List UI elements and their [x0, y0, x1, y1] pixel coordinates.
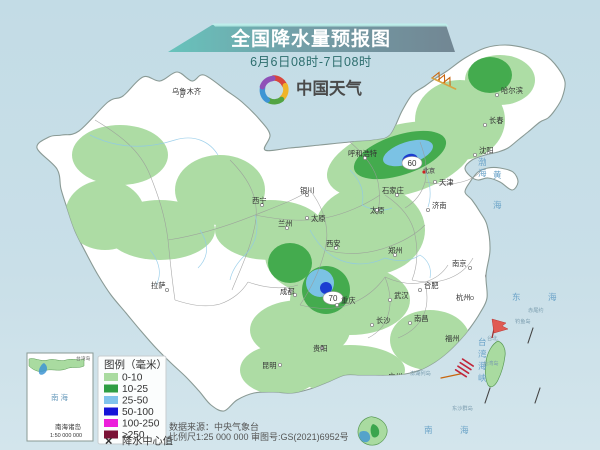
svg-text:0-10: 0-10	[122, 373, 143, 384]
svg-text:全国降水量预报图: 全国降水量预报图	[230, 27, 391, 50]
svg-text:比例尺1:25 000 000 审图号:GS(2021: 比例尺1:25 000 000 审图号:GS(2021)6952号	[169, 431, 349, 442]
svg-text:南海: 南海	[51, 392, 70, 402]
svg-text:降水中心值: 降水中心值	[122, 435, 173, 448]
svg-text:50-100: 50-100	[122, 407, 154, 418]
svg-text:图例（毫米）: 图例（毫米）	[104, 358, 167, 371]
svg-text:中国天气: 中国天气	[296, 78, 363, 98]
svg-text:✕: ✕	[105, 437, 113, 448]
svg-text:南海诸岛: 南海诸岛	[55, 422, 81, 431]
svg-text:100-250: 100-250	[122, 419, 160, 430]
svg-text:数据来源：中央气象台: 数据来源：中央气象台	[169, 421, 259, 432]
svg-text:台湾岛: 台湾岛	[76, 355, 91, 362]
svg-text:1:50 000 000: 1:50 000 000	[50, 433, 82, 439]
svg-text:6月6日08时-7日08时: 6月6日08时-7日08时	[250, 55, 372, 69]
svg-text:10-25: 10-25	[122, 384, 148, 395]
svg-text:25-50: 25-50	[122, 396, 148, 407]
